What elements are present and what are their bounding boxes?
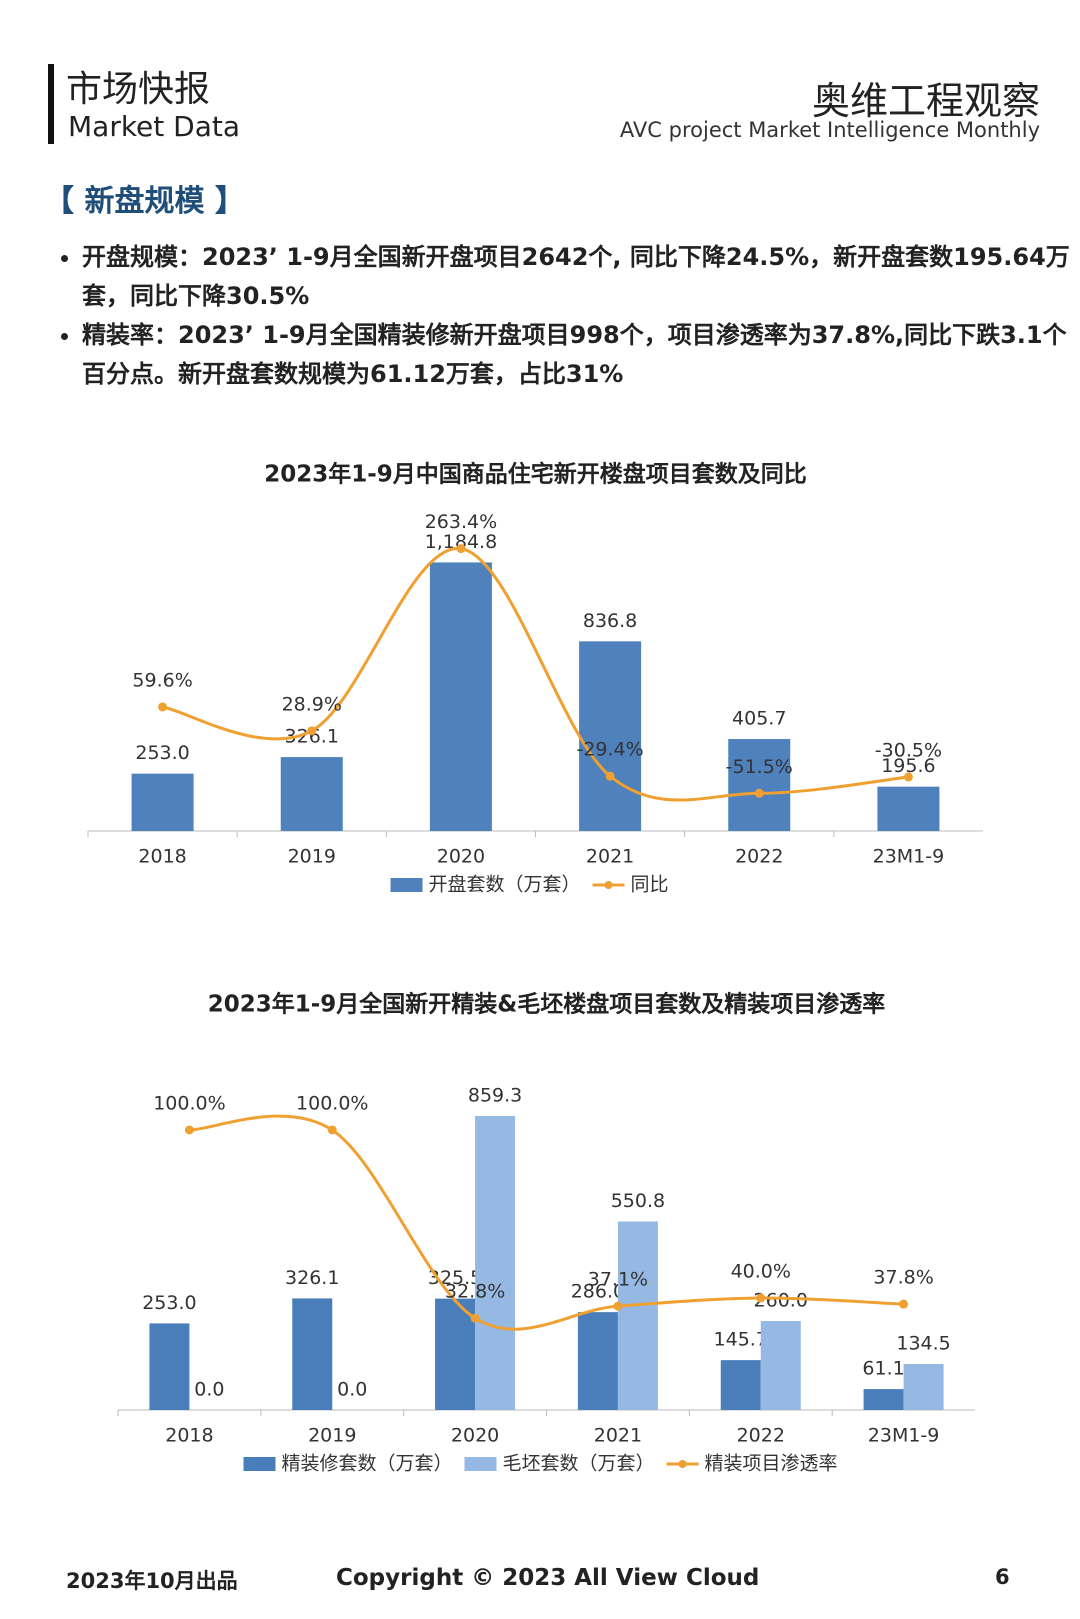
chart-title: 2023年1-9月全国新开精装&毛坯楼盘项目套数及精装项目渗透率 xyxy=(208,991,886,1018)
bar xyxy=(280,757,343,831)
line-point xyxy=(456,544,466,554)
footer-copyright: Copyright © 2023 All View Cloud xyxy=(336,1565,760,1591)
x-tick-label: 23M1-9 xyxy=(873,846,945,868)
bar xyxy=(617,1221,658,1410)
line-label: 100.0% xyxy=(153,1093,225,1115)
bar-label: 550.8 xyxy=(611,1190,665,1212)
legend-label: 同比 xyxy=(631,874,669,896)
page-number: 6 xyxy=(995,1565,1010,1589)
line-point xyxy=(307,726,317,736)
legend-dot xyxy=(678,1460,687,1468)
legend-swatch xyxy=(464,1457,497,1471)
line xyxy=(162,547,909,802)
bar-label: 145.7 xyxy=(714,1329,768,1351)
x-tick-label: 2021 xyxy=(586,846,634,868)
brand-en: AVC project Market Intelligence Monthly xyxy=(619,118,1040,142)
x-tick-label: 2020 xyxy=(451,1425,499,1447)
header-bar xyxy=(48,64,54,144)
bar-label: 0.0 xyxy=(337,1379,367,1401)
line-point xyxy=(605,771,615,781)
line-point xyxy=(158,702,168,712)
bar-label: 326.1 xyxy=(285,1267,339,1289)
line-label: -51.5% xyxy=(726,756,793,778)
bar xyxy=(877,786,940,831)
bar-label: 1,184.8 xyxy=(425,531,498,553)
legend-label: 毛坯套数（万套） xyxy=(503,1453,655,1475)
line-label: -29.4% xyxy=(576,739,643,761)
bar xyxy=(579,641,642,831)
line-point xyxy=(754,788,764,798)
x-tick-label: 2018 xyxy=(165,1425,213,1447)
line-label: 100.0% xyxy=(296,1093,368,1115)
legend-swatch xyxy=(390,878,423,892)
line-label: 37.8% xyxy=(873,1267,933,1289)
bar xyxy=(577,1312,618,1410)
legend-swatch xyxy=(243,1457,276,1471)
bar xyxy=(475,1115,516,1410)
bar xyxy=(429,562,492,831)
legend-label: 精装修套数（万套） xyxy=(282,1453,453,1475)
legend-label: 开盘套数（万套） xyxy=(429,874,581,896)
section-title: 【 新盘规模 】 xyxy=(44,184,245,219)
line-point xyxy=(470,1313,480,1323)
line-label: 37.1% xyxy=(588,1269,648,1291)
x-tick-label: 2022 xyxy=(737,1425,785,1447)
line-label: -30.5% xyxy=(875,739,942,761)
x-tick-label: 2022 xyxy=(735,846,783,868)
x-tick-label: 2020 xyxy=(437,846,485,868)
line xyxy=(189,1114,904,1331)
x-tick-label: 2019 xyxy=(308,1425,356,1447)
legend-label: 精装项目渗透率 xyxy=(705,1453,838,1475)
x-tick-label: 2019 xyxy=(288,846,336,868)
x-tick-label: 23M1-9 xyxy=(868,1425,940,1447)
line-label: 59.6% xyxy=(132,669,192,691)
bar xyxy=(720,1360,761,1410)
bar xyxy=(292,1298,333,1410)
header-title: 市场快报 xyxy=(66,69,211,110)
bar-label: 405.7 xyxy=(732,708,786,730)
bar xyxy=(728,739,791,831)
bar xyxy=(903,1363,944,1410)
x-tick-label: 2021 xyxy=(594,1425,642,1447)
bar-label: 61.1 xyxy=(862,1358,904,1380)
line-label: 40.0% xyxy=(731,1261,791,1283)
bar-label: 859.3 xyxy=(468,1084,522,1106)
bar-label: 286.0 xyxy=(571,1281,625,1303)
bullet: 开盘规模：2023’ 1-9月全国新开盘项目2642个, 同比下降24.5%，新… xyxy=(82,238,1080,316)
footer-date: 2023年10月出品 xyxy=(66,1569,238,1593)
bar-label: 195.6 xyxy=(881,755,935,777)
bar-label: 0.0 xyxy=(194,1379,224,1401)
line-label: 28.9% xyxy=(282,693,342,715)
bar xyxy=(131,773,194,831)
line-label: 263.4% xyxy=(425,511,497,533)
line-point xyxy=(903,772,913,782)
bar xyxy=(760,1321,801,1410)
chart-title: 2023年1-9月中国商品住宅新开楼盘项目套数及同比 xyxy=(264,461,807,488)
bar-label: 836.8 xyxy=(583,610,637,632)
line-point xyxy=(756,1293,766,1303)
line-point xyxy=(613,1301,623,1311)
bar-label: 134.5 xyxy=(896,1332,950,1354)
bar xyxy=(149,1323,190,1410)
bar xyxy=(435,1298,476,1410)
legend-dot xyxy=(604,881,613,889)
brand: 奥维工程观察 xyxy=(811,79,1040,123)
line-label: 32.8% xyxy=(445,1281,505,1303)
bar xyxy=(863,1389,904,1410)
bullet: 精装率：2023’ 1-9月全国精装修新开盘项目998个，项目渗透率为37.8%… xyxy=(82,316,1080,394)
bar-label: 326.1 xyxy=(285,726,339,748)
bullet-list: 开盘规模：2023’ 1-9月全国新开盘项目2642个, 同比下降24.5%，新… xyxy=(40,238,1080,394)
header-subtitle: Market Data xyxy=(68,110,241,143)
bar-label: 253.0 xyxy=(142,1292,196,1314)
line-point xyxy=(184,1125,194,1135)
line-point xyxy=(327,1125,337,1135)
bar-label: 253.0 xyxy=(135,742,189,764)
line-point xyxy=(899,1299,909,1309)
bar-label: 260.0 xyxy=(754,1290,808,1312)
x-tick-label: 2018 xyxy=(138,846,186,868)
